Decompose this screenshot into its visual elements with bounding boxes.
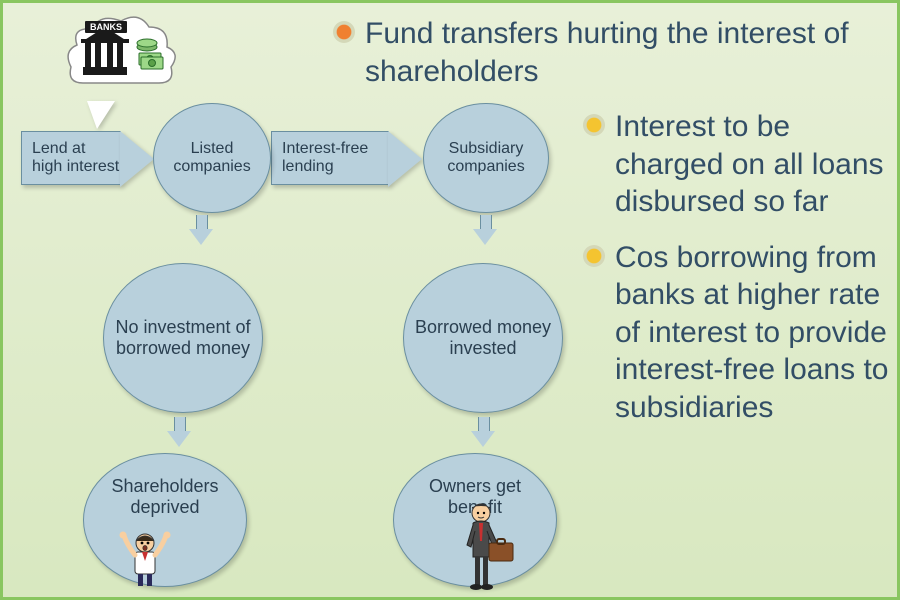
bullet-ring-icon [583, 114, 605, 136]
bullet-ring-icon [333, 21, 355, 43]
arrow-lend: Lend at high interest [21, 131, 121, 185]
node-shareholders-label: Shareholders deprived [94, 476, 236, 518]
node-listed-label: Listed companies [164, 140, 260, 176]
node-listed-companies: Listed companies [153, 103, 271, 213]
person-deprived-icon [118, 531, 172, 592]
bank-icon: BANKS [63, 11, 193, 110]
speech-tail [87, 101, 115, 129]
down-arrow-3 [167, 417, 191, 447]
bullet-area: Fund transfers hurting the interest of s… [333, 15, 893, 585]
infographic-frame: BANKS Lend at high interest Interest-fre… [0, 0, 900, 600]
down-arrow-1 [189, 215, 213, 245]
node-no-investment: No investment of borrowed money [103, 263, 263, 413]
bank-label: BANKS [90, 22, 122, 32]
bullet-2-text: Interest to be charged on all loans disb… [615, 108, 893, 221]
bullet-ring-icon [583, 245, 605, 267]
arrow-lend-label: Lend at high interest [32, 140, 120, 176]
bullet-3: Cos borrowing from banks at higher rate … [583, 239, 893, 427]
bullet-3-text: Cos borrowing from banks at higher rate … [615, 239, 893, 427]
node-no-investment-label: No investment of borrowed money [114, 317, 252, 359]
bullet-2: Interest to be charged on all loans disb… [583, 108, 893, 221]
bullet-1-text: Fund transfers hurting the interest of s… [365, 15, 893, 90]
bullet-1: Fund transfers hurting the interest of s… [333, 15, 893, 90]
